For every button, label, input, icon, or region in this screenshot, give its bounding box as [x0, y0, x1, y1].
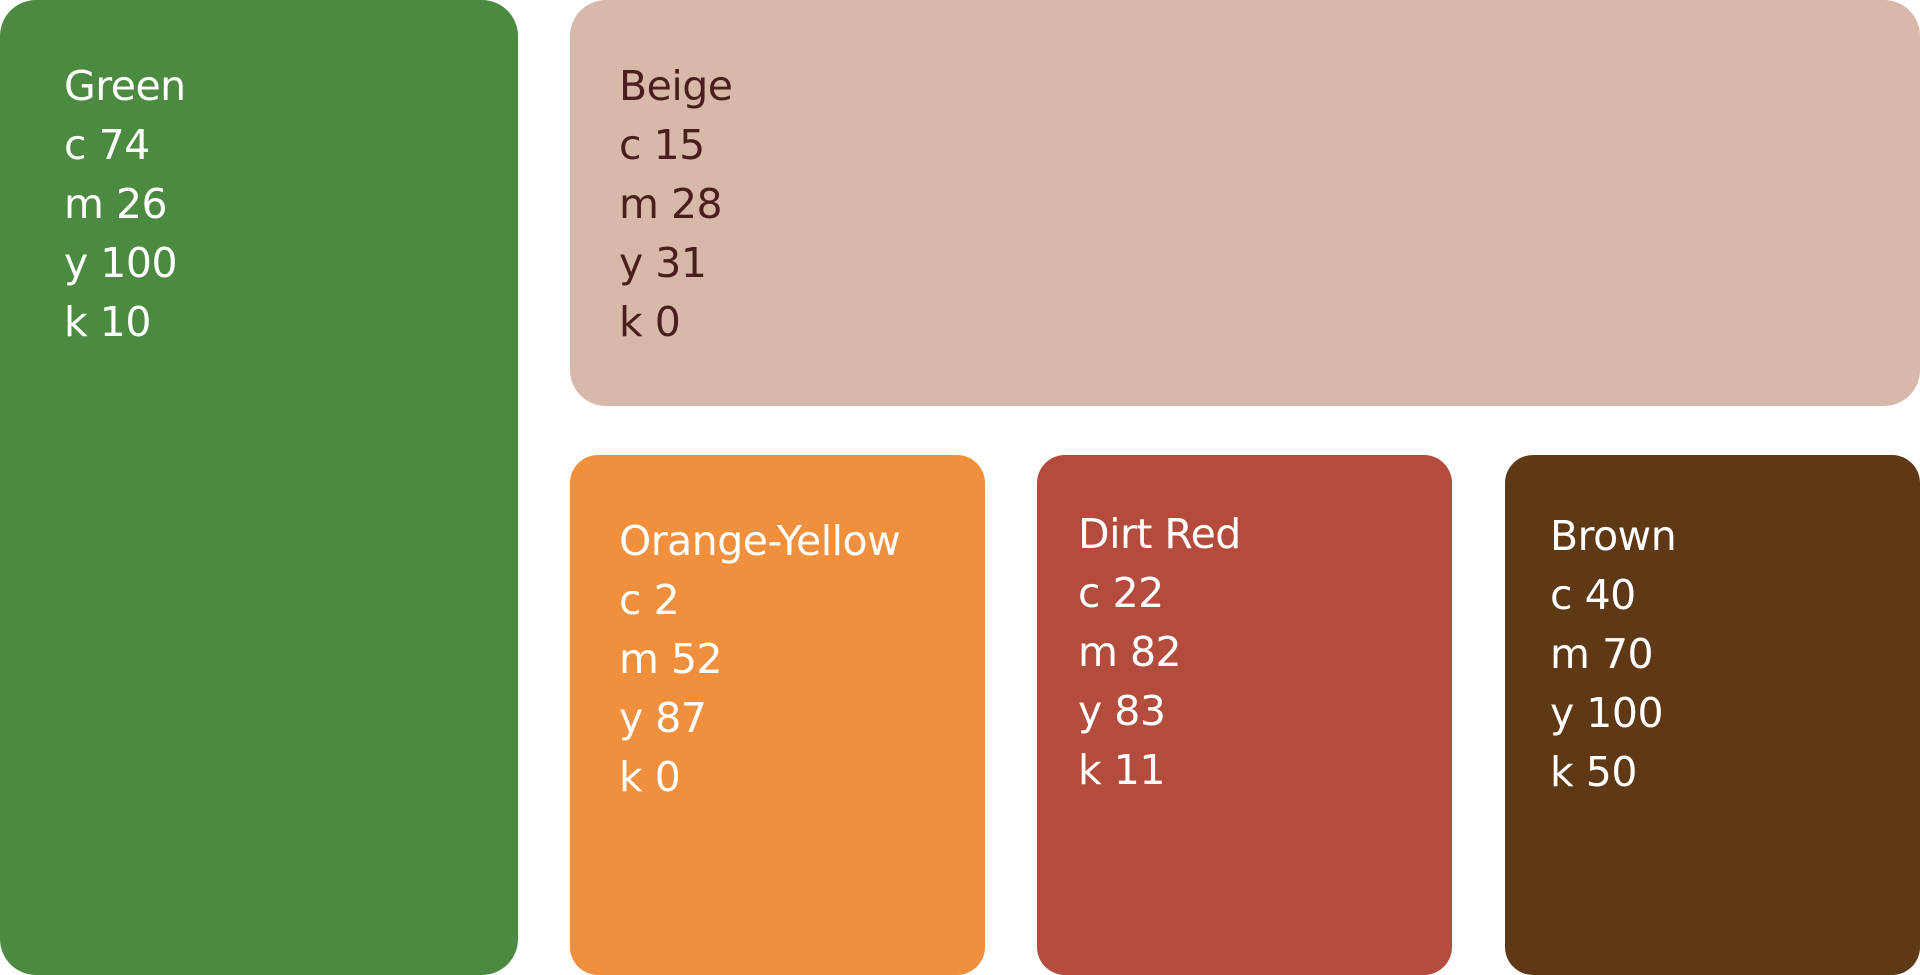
swatch-green: Green c 74 m 26 y 100 k 10: [0, 0, 518, 975]
cyan-value: c 22: [1078, 569, 1164, 617]
black-value: k 0: [619, 753, 681, 801]
swatch-label: Orange-Yellow c 2 m 52 y 87 k 0: [619, 512, 901, 807]
yellow-value: y 87: [619, 694, 707, 742]
black-value: k 50: [1550, 748, 1637, 796]
cyan-value: c 40: [1550, 571, 1636, 619]
color-name: Beige: [619, 62, 733, 110]
color-name: Dirt Red: [1078, 510, 1241, 558]
black-value: k 11: [1078, 746, 1165, 794]
magenta-value: m 28: [619, 180, 723, 228]
color-name: Brown: [1550, 512, 1677, 560]
yellow-value: y 100: [64, 239, 178, 287]
swatch-label: Beige c 15 m 28 y 31 k 0: [619, 57, 733, 352]
cyan-value: c 15: [619, 121, 705, 169]
yellow-value: y 83: [1078, 687, 1166, 735]
magenta-value: m 26: [64, 180, 168, 228]
magenta-value: m 70: [1550, 630, 1654, 678]
swatch-brown: Brown c 40 m 70 y 100 k 50: [1505, 455, 1920, 975]
color-name: Green: [64, 62, 186, 110]
black-value: k 10: [64, 298, 151, 346]
cyan-value: c 74: [64, 121, 150, 169]
swatch-label: Green c 74 m 26 y 100 k 10: [64, 57, 186, 352]
yellow-value: y 100: [1550, 689, 1664, 737]
magenta-value: m 82: [1078, 628, 1182, 676]
swatch-orange-yellow: Orange-Yellow c 2 m 52 y 87 k 0: [570, 455, 985, 975]
black-value: k 0: [619, 298, 681, 346]
swatch-beige: Beige c 15 m 28 y 31 k 0: [570, 0, 1920, 406]
magenta-value: m 52: [619, 635, 723, 683]
cyan-value: c 2: [619, 576, 680, 624]
swatch-label: Dirt Red c 22 m 82 y 83 k 11: [1078, 505, 1241, 800]
yellow-value: y 31: [619, 239, 707, 287]
color-name: Orange-Yellow: [619, 517, 901, 565]
swatch-dirt-red: Dirt Red c 22 m 82 y 83 k 11: [1037, 455, 1452, 975]
swatch-label: Brown c 40 m 70 y 100 k 50: [1550, 507, 1677, 802]
